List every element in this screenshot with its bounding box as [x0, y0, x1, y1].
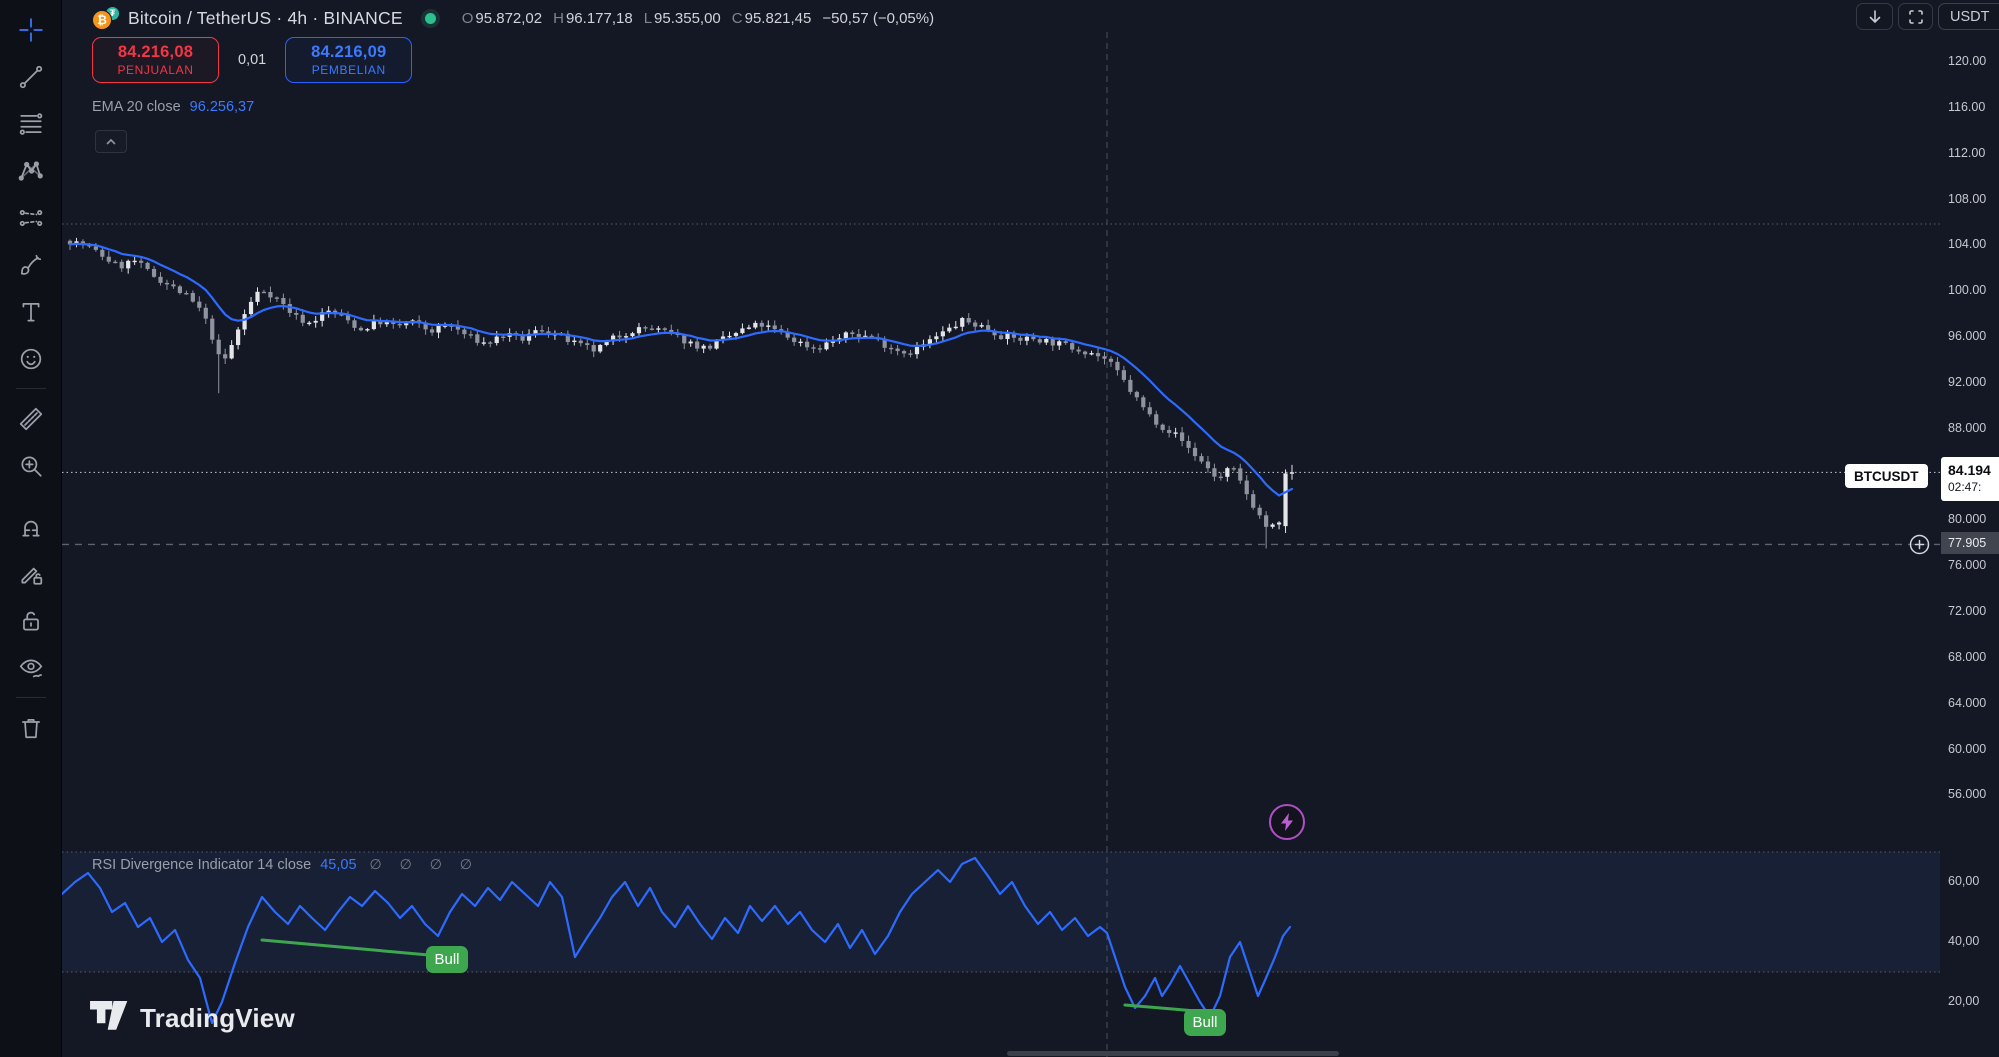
buy-button[interactable]: 84.216,09 PEMBELIAN: [285, 37, 413, 83]
tradingview-watermark: TradingView: [90, 1001, 295, 1035]
watermark-text: TradingView: [140, 1002, 295, 1033]
emoji-icon: [20, 348, 41, 369]
toolbar-divider: [15, 697, 46, 698]
low-label: L: [643, 9, 653, 27]
text-tool[interactable]: [8, 288, 54, 335]
fib-retracement-tool[interactable]: [8, 100, 54, 147]
ruler-icon: [19, 407, 42, 430]
lock-drawings-tool[interactable]: [8, 597, 54, 644]
frame-icon: [1908, 9, 1923, 24]
add-alert-button[interactable]: [1908, 533, 1931, 556]
pane-scrollbar[interactable]: [1007, 1051, 1339, 1056]
emoji-tool[interactable]: [8, 335, 54, 382]
hide-drawings-tool[interactable]: [8, 644, 54, 691]
sell-label: PENJUALAN: [117, 63, 194, 77]
rsi-empty-values: ∅ ∅ ∅ ∅: [369, 856, 479, 872]
open-value: 95.872,02: [475, 9, 543, 27]
ohlc-values: O 95.872,02 H 96.177,18 L 95.355,00 C 95…: [462, 10, 934, 27]
toolbar-divider: [15, 388, 46, 389]
symbol-title[interactable]: Bitcoin / TetherUS · 4h · BINANCE: [128, 7, 403, 28]
xabcd-pattern-icon: [18, 160, 43, 181]
change-value: −50,57 (−0,05%): [822, 9, 935, 27]
low-value: 95.355,00: [654, 9, 721, 27]
trade-panel: 84.216,08 PENJUALAN 0,01 84.216,09 PEMBE…: [92, 37, 413, 83]
spread-value: 0,01: [238, 52, 267, 68]
close-label: C: [731, 9, 743, 27]
ema-value: 96.256,37: [189, 99, 255, 115]
rsi-legend[interactable]: RSI Divergence Indicator 14 close 45,05 …: [92, 856, 479, 873]
alert-price-label: 77.905: [1941, 532, 1999, 554]
symbol-price-tag: BTCUSDT: [1845, 464, 1928, 488]
arrow-down-icon: [1869, 9, 1880, 23]
fib-retracement-icon: [19, 112, 42, 135]
sell-price: 84.216,08: [117, 43, 194, 61]
buy-label: PEMBELIAN: [311, 63, 386, 77]
symbol-header: ₮ ₿ Bitcoin / TetherUS · 4h · BINANCE O …: [92, 3, 934, 33]
measure-tool[interactable]: [8, 395, 54, 442]
drawing-mode-tool[interactable]: [8, 550, 54, 597]
last-price-value: 84.194: [1948, 462, 1991, 478]
pencil-lock-icon: [20, 567, 42, 585]
trend-line-icon: [19, 65, 42, 88]
market-status-dot[interactable]: [424, 12, 436, 24]
zoom-in-tool[interactable]: [8, 442, 54, 489]
trend-line-tool[interactable]: [8, 53, 54, 100]
eye-icon: [19, 659, 42, 677]
bitcoin-icon: ₿: [92, 9, 112, 30]
last-price-label[interactable]: 84.194 02:47:: [1941, 457, 1999, 501]
forecast-tool[interactable]: [8, 194, 54, 241]
crosshair-tool[interactable]: [8, 6, 54, 53]
trash-icon: [21, 718, 40, 738]
forecast-icon: [19, 209, 42, 226]
rsi-label: RSI Divergence Indicator 14 close: [92, 856, 312, 873]
lock-icon: [22, 611, 39, 631]
high-value: 96.177,18: [565, 9, 633, 27]
close-value: 95.821,45: [744, 9, 812, 27]
buy-price: 84.216,09: [311, 43, 387, 61]
tradingview-logo-icon: [90, 1001, 128, 1030]
magnet-icon: [21, 520, 40, 537]
open-label: O: [461, 9, 474, 27]
crosshair-icon: [18, 17, 43, 42]
rsi-value: 45,05: [320, 856, 357, 873]
flash-button[interactable]: [1269, 804, 1305, 840]
scroll-to-recent-button[interactable]: [1856, 3, 1893, 30]
ema-legend[interactable]: EMA 20 close 96.256,37: [92, 99, 254, 115]
bar-countdown: 02:47:: [1948, 480, 1982, 494]
brush-icon: [20, 254, 41, 275]
chevron-up-icon: [106, 138, 116, 144]
text-icon: [22, 302, 39, 322]
remove-drawings-tool[interactable]: [8, 704, 54, 751]
pattern-tool[interactable]: [8, 147, 54, 194]
magnifier-plus-icon: [20, 455, 42, 477]
currency-button[interactable]: USDT: [1938, 3, 1999, 30]
pair-icon: ₮ ₿: [92, 6, 119, 30]
brush-tool[interactable]: [8, 241, 54, 288]
sell-button[interactable]: 84.216,08 PENJUALAN: [92, 37, 219, 83]
ema-label: EMA 20 close: [92, 99, 181, 115]
lightning-icon: [1281, 813, 1293, 831]
high-label: H: [553, 9, 564, 27]
magnet-tool[interactable]: [8, 503, 54, 550]
fullscreen-button[interactable]: [1898, 3, 1933, 30]
collapse-legend-button[interactable]: [95, 130, 127, 153]
drawing-toolbar: [0, 0, 62, 1057]
